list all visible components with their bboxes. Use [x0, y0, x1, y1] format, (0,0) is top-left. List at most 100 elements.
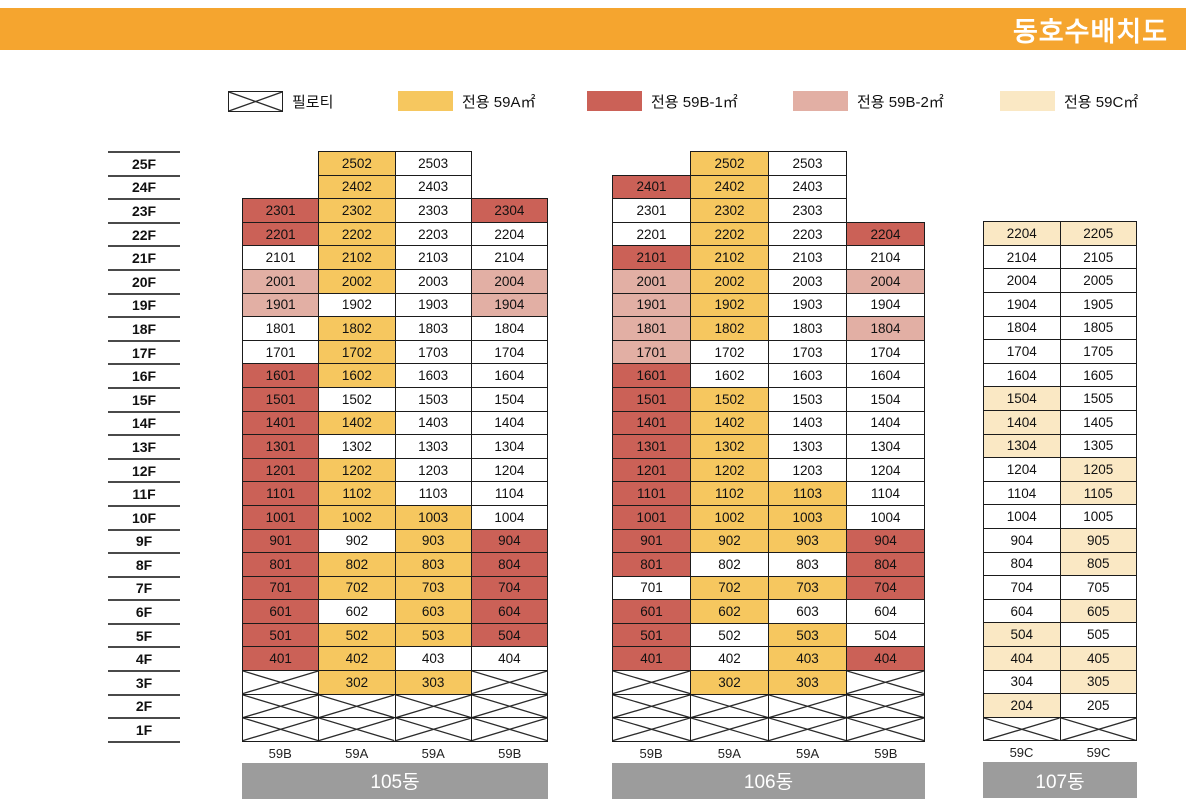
unit-cell: 2102 [690, 245, 769, 270]
empty-cell [847, 152, 925, 176]
unit-cell: 1201 [612, 457, 691, 483]
unit-cell: 1501 [612, 386, 691, 412]
floor-units-row: 504 505 [983, 622, 1137, 647]
floor-units-row: 804 805 [983, 551, 1137, 577]
unit-cell: 1402 [318, 410, 396, 436]
unit-cell: 2304 [470, 198, 549, 223]
floor-label: 15F [108, 386, 180, 411]
building-107: 2204 2205 2104 2105 2004 2005 1904 1905 1804 1805… [983, 151, 1137, 799]
unit-cell: 2503 [768, 151, 847, 176]
floor-label: 24F [108, 174, 180, 199]
unit-cell: 804 [846, 552, 925, 577]
legend-swatch-P [793, 91, 848, 111]
unit-cell: 1604 [846, 363, 925, 388]
unit-cell: 1603 [394, 363, 472, 388]
unit-type-label: 59B [268, 745, 292, 761]
piloti-cell [470, 717, 549, 742]
floor-units-row: 704 705 [983, 575, 1137, 600]
floor-units-row: 2004 2005 [983, 268, 1137, 294]
unit-cell: 701 [241, 575, 320, 601]
unit-cell: 1302 [318, 434, 396, 459]
unit-cell: 1204 [846, 457, 925, 483]
empty-cell [984, 175, 1061, 199]
floor-units-row: 801 802 803 804 [241, 552, 549, 577]
header-bar: 동호수배치도 [0, 8, 1186, 50]
floor-units-row: 2301 2302 2303 2304 [241, 198, 549, 223]
empty-cell [984, 198, 1061, 222]
floor-label: 16F [108, 363, 180, 387]
floor-units-row: 501 502 503 504 [241, 622, 549, 648]
floor-units-row: 2201 2202 2203 2204 [241, 221, 549, 247]
legend-item-C: 전용 59C㎡ [1000, 90, 1138, 112]
piloti-cell [612, 693, 691, 719]
floor-units-row: 401 402 403 404 [612, 646, 925, 672]
floor-units-row: 302 303 [612, 670, 925, 695]
unit-cell: 1304 [983, 433, 1061, 459]
unit-cell: 505 [1059, 622, 1137, 647]
floor-units-row: 1201 1202 1203 1204 [612, 457, 925, 483]
floor-units-row: 1904 1905 [983, 292, 1137, 317]
unit-cell: 1601 [241, 363, 320, 388]
floor-units-row [241, 717, 549, 742]
floor-units-row: 2502 2503 [613, 151, 925, 176]
unit-cell: 1803 [768, 316, 847, 341]
unit-type-row: 59B 59A 59A 59B [242, 746, 548, 761]
unit-cell: 1901 [241, 292, 320, 318]
unit-cell: 1503 [394, 386, 472, 412]
unit-cell: 1304 [846, 434, 925, 459]
floor-units-row: 2101 2102 2103 2104 [612, 245, 925, 270]
empty-cell [471, 152, 547, 176]
unit-cell: 1205 [1059, 457, 1137, 482]
floor-units-row: 601 602 603 604 [612, 599, 925, 624]
unit-cell: 504 [846, 622, 925, 648]
unit-cell: 1202 [318, 457, 396, 483]
unit-cell: 1305 [1059, 433, 1137, 459]
piloti-cell [1059, 716, 1137, 742]
legend-item-A: 전용 59A㎡ [398, 90, 535, 112]
unit-cell: 1503 [768, 386, 847, 412]
unit-cell: 1203 [768, 457, 847, 483]
page-title: 동호수배치도 [1012, 16, 1168, 47]
unit-cell: 903 [394, 528, 472, 554]
unit-cell: 1505 [1059, 386, 1137, 412]
unit-cell: 1003 [768, 504, 847, 530]
piloti-cell [470, 693, 549, 719]
unit-cell: 1702 [690, 339, 769, 365]
unit-cell: 2303 [394, 198, 472, 223]
unit-cell: 1601 [612, 363, 691, 388]
piloti-cell [612, 717, 691, 742]
floor-units-row [983, 716, 1137, 742]
unit-cell: 802 [690, 552, 769, 577]
floor-units-row: 1301 1302 1303 1304 [241, 434, 549, 459]
floor-ladder: 25F 24F 23F 22F 21F 20F 19F 18F 17F 16F 15F 14F 13F 1… [108, 151, 180, 743]
unit-cell: 204 [983, 693, 1061, 718]
floor-units-row: 2101 2102 2103 2104 [241, 245, 549, 270]
unit-cell: 1704 [846, 339, 925, 365]
piloti-legend-box [228, 90, 283, 112]
floor-units-row [612, 717, 925, 742]
floor-units-row [984, 151, 1137, 175]
unit-cell: 805 [1059, 551, 1137, 577]
piloti-x-icon [613, 671, 690, 694]
unit-cell: 1502 [318, 386, 396, 412]
piloti-cell [470, 670, 549, 695]
floor-units-row: 304 305 [983, 669, 1137, 695]
unit-cell: 1904 [983, 292, 1061, 317]
piloti-cell [768, 717, 847, 742]
unit-cell: 904 [470, 528, 549, 554]
floor-units-row: 801 802 803 804 [612, 552, 925, 577]
unit-cell: 604 [470, 599, 549, 624]
unit-cell: 2202 [690, 221, 769, 247]
floor-units-row: 1501 1502 1503 1504 [612, 386, 925, 412]
floor-label: 18F [108, 316, 180, 340]
unit-cell: 1304 [470, 434, 549, 459]
unit-cell: 303 [768, 670, 847, 695]
unit-cell: 1103 [394, 481, 472, 506]
unit-cell: 1405 [1059, 410, 1137, 435]
building-105-grid: 2502 2503 2402 2403 2301 2302 2303 2304 2201 2202… [241, 151, 549, 742]
unit-cell: 1403 [768, 410, 847, 436]
floor-label: 4F [108, 646, 180, 670]
unit-cell: 502 [690, 622, 769, 648]
unit-cell: 2502 [318, 151, 396, 176]
unit-cell: 701 [612, 575, 691, 601]
